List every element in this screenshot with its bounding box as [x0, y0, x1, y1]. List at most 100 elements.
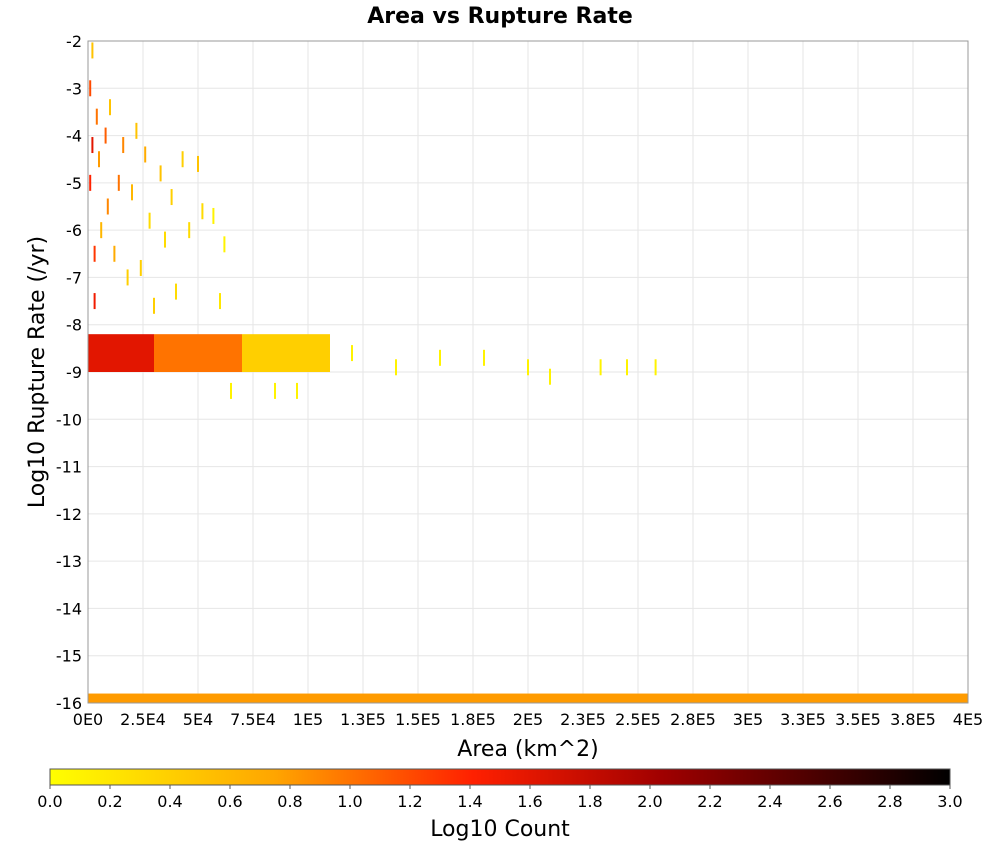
x-tick-label: 3.3E5 [780, 710, 826, 729]
heatmap-cell [654, 359, 657, 376]
colorbar-label: Log10 Count [430, 817, 570, 842]
heatmap-cell [483, 349, 485, 366]
heatmap-cell [113, 245, 116, 262]
y-tick-label: -4 [66, 127, 82, 146]
heatmap-band [88, 693, 968, 703]
heatmap-cell [395, 359, 397, 376]
colorbar [49, 768, 951, 786]
y-tick-label: -6 [66, 221, 82, 240]
chart-title: Area vs Rupture Rate [367, 4, 633, 29]
heatmap-cell [126, 269, 129, 286]
x-axis-label: Area (km^2) [457, 737, 598, 762]
colorbar-tick-label: 1.0 [337, 792, 362, 811]
colorbar-tick-label: 1.2 [397, 792, 422, 811]
x-tick-label: 2.5E4 [120, 710, 166, 729]
y-axis-label: Log10 Rupture Rate (/yr) [25, 236, 50, 508]
colorbar-tick-label: 0.4 [157, 792, 182, 811]
y-tick-label: -9 [66, 363, 82, 382]
colorbar-tick-label: 1.6 [517, 792, 542, 811]
colorbar-tick-label: 0.8 [277, 792, 302, 811]
heatmap-cell [91, 137, 94, 154]
heatmap-cell [351, 345, 353, 362]
y-axis-ticks: -2 -3 -4 -5 -6 -7 -8 -9 -10 -11 -12 -13 -14 -15 -16 [56, 32, 82, 713]
x-tick-label: 1.5E5 [395, 710, 441, 729]
x-tick-label: 3.5E5 [835, 710, 881, 729]
x-tick-label: 1E5 [293, 710, 323, 729]
y-tick-label: -3 [66, 79, 82, 98]
heatmap-cell [139, 259, 142, 276]
heatmap-cell [122, 137, 125, 154]
y-tick-label: -11 [56, 458, 82, 477]
heatmap-cell [201, 203, 204, 220]
grid-lines [87, 40, 969, 704]
colorbar-tick-label: 2.4 [757, 792, 782, 811]
y-tick-label: -15 [56, 647, 82, 666]
x-tick-label: 3.8E5 [890, 710, 936, 729]
heatmap-cell [274, 382, 276, 399]
x-tick-label: 3E5 [733, 710, 763, 729]
heatmap-cell [93, 245, 96, 262]
heatmap-cell [104, 127, 107, 144]
heatmap-cell [106, 198, 109, 215]
heatmap-cell [98, 151, 100, 168]
x-tick-label: 1.8E5 [450, 710, 496, 729]
x-tick-label: 7.5E4 [230, 710, 276, 729]
heatmap-cells [88, 42, 968, 703]
y-tick-label: -7 [66, 268, 82, 287]
heatmap-cell [549, 368, 551, 385]
heatmap-cell [135, 122, 138, 139]
heatmap-cell [109, 99, 111, 116]
heatmap-cell [89, 174, 92, 191]
heatmap-cell [95, 108, 98, 125]
heatmap-cell [439, 349, 441, 366]
x-tick-label: 4E5 [953, 710, 983, 729]
y-tick-label: -14 [56, 599, 82, 618]
heatmap-cell [599, 359, 602, 376]
x-tick-label: 1.3E5 [340, 710, 386, 729]
colorbar-tick-label: 0.6 [217, 792, 242, 811]
heatmap-cell [170, 189, 173, 206]
colorbar-tick-label: 2.2 [697, 792, 722, 811]
heatmap-band [242, 334, 330, 372]
y-tick-label: -13 [56, 552, 82, 571]
heatmap-cell [296, 382, 298, 399]
colorbar-tick-label: 0.2 [97, 792, 122, 811]
heatmap-cell [91, 42, 94, 59]
heatmap-cell [89, 80, 92, 97]
colorbar-ticks: 0.0 0.2 0.4 0.6 0.8 1.0 1.2 1.4 1.6 1.8 2.0 2.2 2.4 2… [37, 785, 963, 811]
x-axis-ticks: 0E0 2.5E4 5E4 7.5E4 1E5 1.3E5 1.5E5 1.8E5 2E5 2.3… [73, 710, 983, 729]
heatmap-band [88, 334, 154, 372]
colorbar-tick-label: 0.0 [37, 792, 62, 811]
heatmap-cell [93, 293, 96, 310]
heatmap-cell [159, 165, 162, 182]
heatmap-cell [223, 236, 226, 253]
heatmap-cell [212, 207, 215, 224]
colorbar-tick-label: 1.8 [577, 792, 602, 811]
y-tick-label: -5 [66, 174, 82, 193]
y-tick-label: -2 [66, 32, 82, 51]
x-tick-label: 2.8E5 [670, 710, 716, 729]
colorbar-tick-label: 1.4 [457, 792, 482, 811]
y-tick-label: -12 [56, 505, 82, 524]
colorbar-tick-label: 2.8 [877, 792, 902, 811]
x-tick-label: 2.5E5 [615, 710, 661, 729]
heatmap-cell [153, 297, 155, 314]
heatmap-cell [626, 359, 628, 376]
heatmap-cell [197, 155, 199, 172]
colorbar-tick-label: 2.0 [637, 792, 662, 811]
heatmap-cell [164, 231, 166, 248]
y-tick-label: -10 [56, 410, 82, 429]
x-tick-label: 2E5 [513, 710, 543, 729]
y-tick-label: -8 [66, 316, 82, 335]
heatmap-cell [230, 382, 232, 399]
x-tick-label: 0E0 [73, 710, 103, 729]
heatmap-cell [188, 222, 191, 239]
heatmap-cell [527, 359, 529, 376]
heatmap-cell [131, 184, 133, 201]
colorbar-tick-label: 2.6 [817, 792, 842, 811]
x-tick-label: 2.3E5 [560, 710, 606, 729]
heatmap-cell [219, 293, 221, 310]
heatmap-cell [148, 212, 151, 229]
colorbar-tick-label: 3.0 [937, 792, 962, 811]
